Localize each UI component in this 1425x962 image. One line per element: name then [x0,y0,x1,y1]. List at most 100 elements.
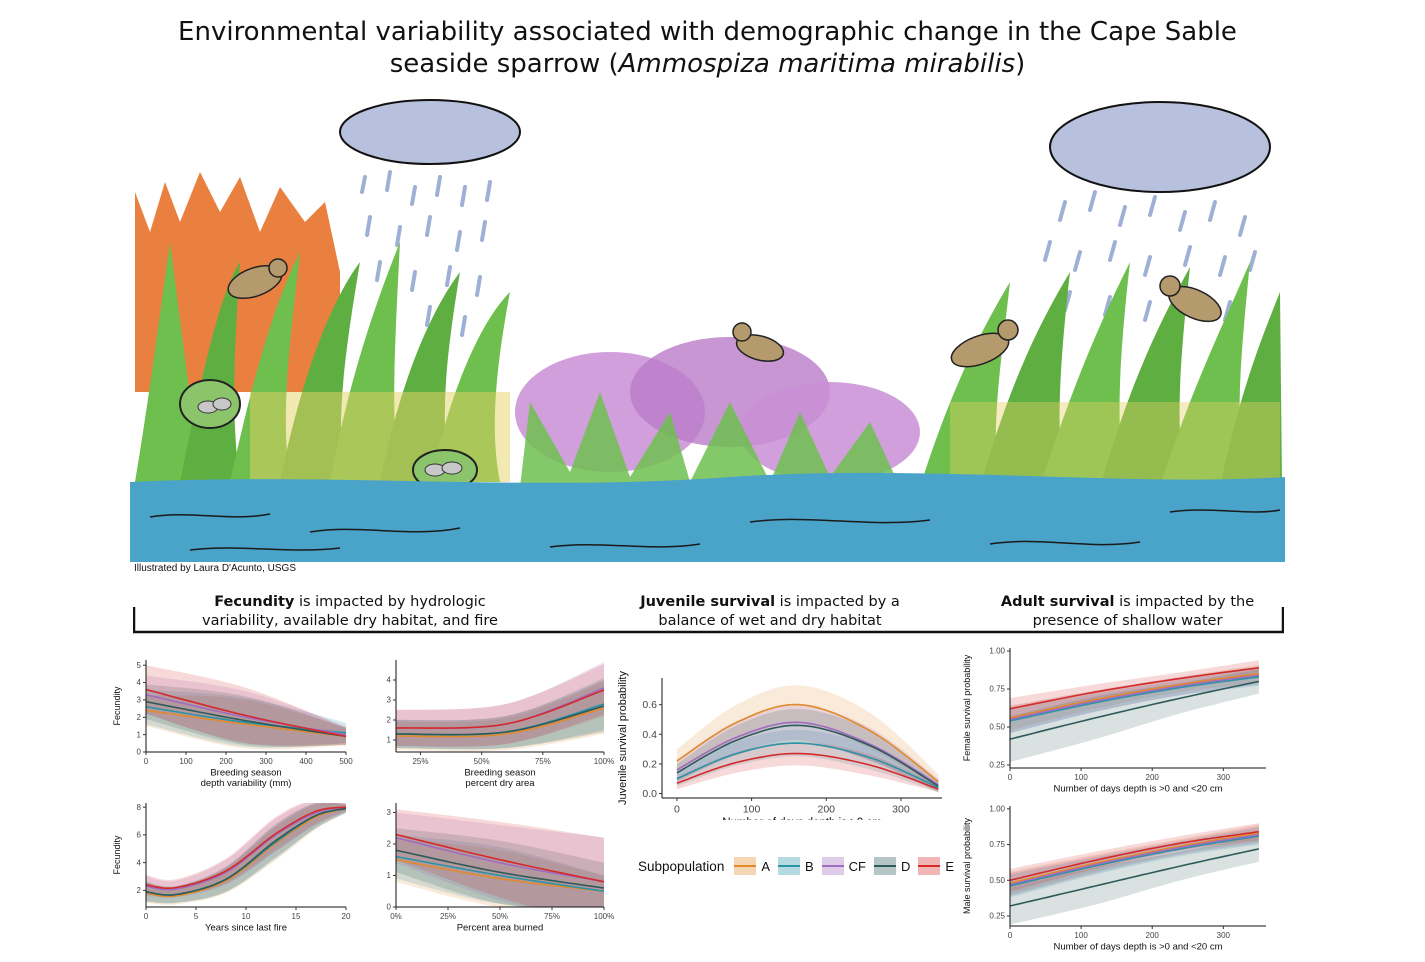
sparrow-icon [227,258,288,300]
x-axis-label: Number of days depth is >0 and <20 cm [1054,784,1223,795]
x-tick-label: 25% [440,912,456,921]
series-line-d [395,849,605,889]
series-line-d [145,700,347,738]
series-line-a [145,807,347,898]
legend-label-e: E [945,858,955,874]
y-tick-label: 1 [387,736,392,745]
chart-fecundity-dry-area: 25% 50% 75% 100% 1 2 3 4 Breeding seasonpercent … [387,660,614,789]
sparrow-icon [732,322,785,362]
y-tick-label: 1 [137,730,142,739]
series-line-e [145,688,347,738]
caption-fecundity-bold: Fecundity [214,594,295,610]
y-tick-label: 0.4 [642,729,657,741]
x-tick-label: 100 [1074,773,1088,782]
y-tick-label: 0 [387,903,392,912]
legend-label-b: B [805,858,814,874]
caption-juvenile-text: is impacted by a balance of wet and dry … [658,594,900,629]
ci-band-cf [396,662,604,747]
ci-band-e [396,664,604,747]
series-line-d [145,807,347,896]
y-tick-label: 1 [387,871,392,880]
x-tick-label: 0 [1008,773,1013,782]
y-tick-label: 4 [137,858,142,867]
sparrow-icon [1159,275,1222,323]
ci-band-b [676,729,939,793]
series-line-cf [1009,833,1260,886]
illustration-credit: Illustrated by Laura D'Acunto, USGS [134,563,296,574]
y-tick-label: 1.00 [989,805,1005,814]
x-tick-label: 200 [1146,931,1160,940]
cloud-right-icon [1049,101,1271,193]
legend-key-a [734,857,757,875]
caption-adult: Adult survival is impacted by the presen… [1000,593,1255,631]
y-axis-label: Juvenile survival probability [617,671,629,805]
series-line-a [1009,673,1260,719]
legend: Subpopulation A B CF D E [638,854,962,878]
x-tick-label: 100% [594,757,614,766]
y-tick-label: 2 [137,713,142,722]
ci-band-b [396,834,604,907]
x-tick-label: 0 [674,804,680,816]
series-line-cf [676,721,939,786]
x-tick-label: 0% [390,912,402,921]
legend-title: Subpopulation [638,858,725,874]
legend-item-d: D [874,857,910,875]
caption-fecundity-text: is impacted by hydrologic variability, a… [202,594,498,629]
water [130,472,1285,562]
legend-key-cf [821,857,844,875]
chart-female-survival: 0 100 200 300 0.25 0.50 0.75 1.00 Number of days… [962,647,1266,795]
series-line-cf [395,836,605,883]
y-axis-label: Male survival probability [962,817,972,914]
x-tick-label: 100 [1074,931,1088,940]
chart-juvenile-survival: 0 100 200 300 0.0 0.2 0.4 0.6 Number of days dep… [617,671,942,820]
y-tick-label: 2 [387,840,392,849]
legend-item-e: E [918,857,954,875]
title-main: Environmental variability associated wit… [178,17,1237,79]
series-line-b [395,855,605,892]
caption-juvenile: Juvenile survival is impacted by a balan… [640,593,900,631]
x-axis-label: percent dry area [465,778,535,789]
series-line-b [1009,676,1260,722]
y-tick-label: 0 [137,748,142,757]
caption-adult-text: is impacted by the presence of shallow w… [1032,594,1255,629]
x-tick-label: 75% [544,912,560,921]
y-tick-label: 4 [137,678,142,687]
series-line-cf [145,806,347,891]
legend-item-cf: CF [821,857,866,875]
x-tick-label: 300 [1217,931,1231,940]
x-tick-label: 0 [144,757,149,766]
series-line-d [676,724,939,787]
ci-band-d [1010,669,1259,762]
x-tick-label: 400 [299,757,313,766]
y-tick-label: 3 [387,696,392,705]
y-tick-label: 2 [137,886,142,895]
y-tick-label: 0.6 [642,699,657,711]
y-tick-label: 1.00 [989,647,1005,656]
y-tick-label: 5 [137,661,142,670]
series-line-d [1009,680,1260,740]
y-tick-label: 0.0 [642,788,657,800]
y-axis-label: Female survival probability [962,654,972,761]
y-tick-label: 3 [137,696,142,705]
caption-fecundity: Fecundity is impacted by hydrologic vari… [190,593,510,631]
x-axis-label: Breeding season [464,768,535,779]
nest-icon [179,379,241,429]
x-tick-label: 300 [1217,773,1231,782]
ci-band-e [676,741,939,793]
x-tick-label: 0 [1008,931,1013,940]
ci-band-e [396,809,604,907]
cloud-left-icon [339,99,521,165]
ci-band-a [1010,664,1259,730]
legend-label-d: D [901,858,911,874]
chart-male-survival: 0 100 200 300 0.25 0.50 0.75 1.00 Number of days… [962,805,1266,953]
ci-band-cf [676,704,939,791]
grass-right [920,262,1282,487]
x-axis-label: depth variability (mm) [201,778,292,789]
y-tick-label: 0.75 [989,685,1005,694]
series-line-e [395,833,605,883]
y-tick-label: 0.50 [989,723,1005,732]
x-tick-label: 5 [194,912,199,921]
ci-band-b [396,678,604,750]
title-close: ) [1015,49,1026,79]
x-tick-label: 200 [818,804,836,816]
